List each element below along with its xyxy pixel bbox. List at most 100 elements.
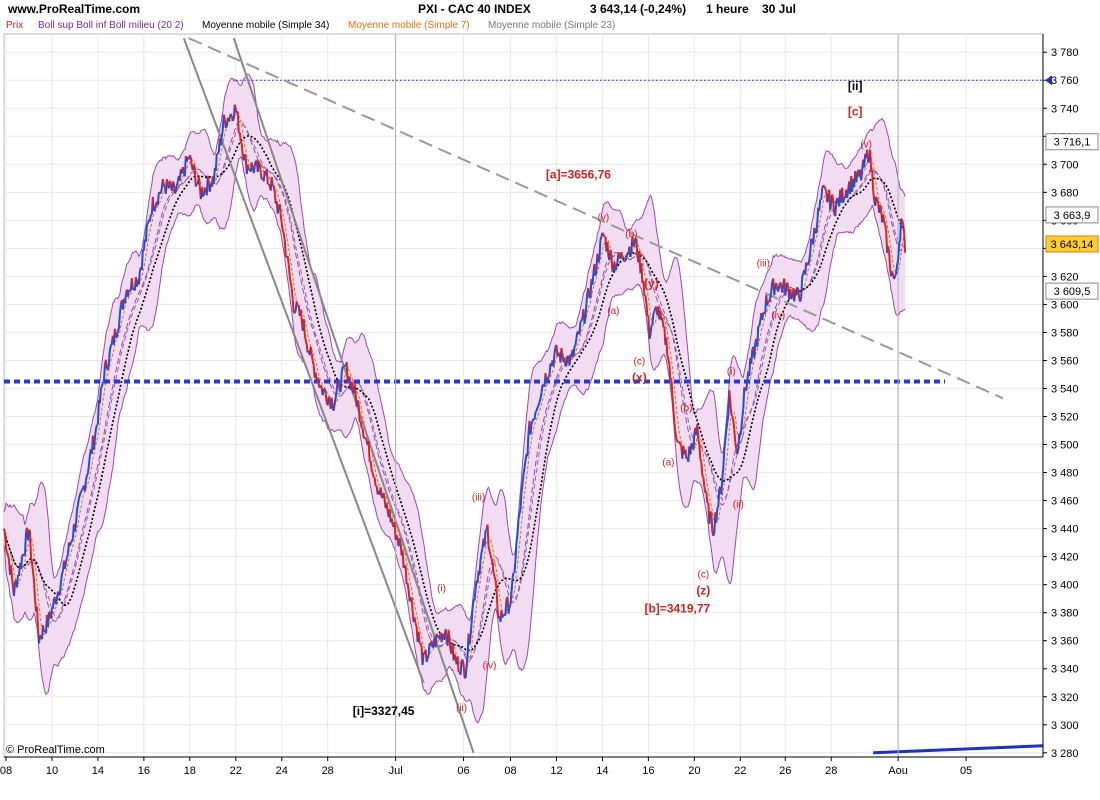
price-segment	[444, 628, 448, 638]
price-segment	[869, 149, 873, 172]
price-segment	[469, 623, 473, 637]
wave-label: (iv)	[483, 661, 497, 672]
price-segment	[898, 240, 902, 244]
price-segment	[522, 467, 526, 475]
price-segment	[897, 242, 901, 261]
price-segment	[447, 629, 451, 641]
price-segment	[28, 530, 32, 557]
price-segment	[547, 374, 551, 378]
price-segment	[666, 355, 670, 360]
wave-label: [i]=3327,45	[353, 704, 415, 718]
legend-price[interactable]: Prix	[6, 20, 24, 31]
price-segment	[419, 642, 423, 647]
price-segment	[480, 547, 484, 553]
price-segment	[807, 260, 811, 266]
price-segment	[903, 232, 907, 253]
price-segment	[23, 532, 27, 555]
price-segment	[829, 202, 833, 211]
x-tick-label: 22	[230, 765, 242, 777]
price-segment	[5, 548, 8, 553]
x-tick-label: 22	[734, 765, 746, 777]
price-segment	[647, 315, 651, 340]
price-segment	[796, 286, 800, 290]
price-segment	[842, 198, 846, 203]
legend-sma7[interactable]: Moyenne mobile (Simple 7)	[348, 20, 470, 31]
price-segment	[417, 631, 421, 644]
price-segment	[515, 534, 519, 543]
price-segment	[470, 608, 474, 624]
x-tick-label: 16	[642, 765, 654, 777]
price-segment	[15, 574, 19, 588]
price-segment	[734, 442, 738, 450]
wave-label: [a]=3656,76	[546, 167, 611, 181]
price-segment	[385, 502, 389, 511]
price-segment	[153, 205, 157, 210]
price-segment	[146, 223, 149, 226]
price-segment	[156, 192, 160, 206]
price-segment	[243, 153, 247, 158]
price-segment	[661, 317, 665, 328]
price-segment	[591, 273, 595, 286]
price-segment	[316, 377, 320, 384]
legend-sma34[interactable]: Moyenne mobile (Simple 34)	[202, 20, 330, 31]
y-tick-label: 3 520	[1051, 412, 1079, 424]
price-segment	[517, 513, 521, 520]
price-segment	[361, 428, 365, 438]
price-segment	[471, 599, 475, 609]
price-segment	[649, 325, 653, 336]
price-segment	[901, 219, 905, 225]
price-segment	[253, 160, 257, 166]
legend-sma23[interactable]: Moyenne mobile (Simple 23)	[488, 20, 616, 31]
price-segment	[709, 510, 712, 514]
price-segment	[511, 572, 515, 579]
price-segment	[896, 259, 900, 266]
price-segment	[83, 480, 87, 492]
price-segment	[836, 197, 839, 200]
price-segment	[80, 489, 83, 493]
price-segment	[206, 175, 210, 184]
price-segment	[813, 227, 817, 232]
price-segment	[781, 283, 785, 293]
price-segment	[584, 303, 588, 319]
price-segment	[521, 474, 525, 485]
chart-date: 30 Jul	[762, 2, 797, 16]
price-segment	[26, 529, 30, 541]
y-tick-label: 3 340	[1051, 664, 1079, 676]
price-segment	[151, 197, 155, 212]
price-segment	[327, 396, 331, 400]
y-tick-label: 3 360	[1051, 636, 1079, 648]
price-segment	[346, 379, 350, 383]
wave-label: (a)	[607, 306, 619, 317]
y-tick-label: 3 620	[1051, 271, 1079, 283]
price-segment	[404, 565, 408, 585]
price-segment	[342, 364, 346, 368]
price-segment	[648, 335, 652, 340]
price-segment	[553, 346, 557, 354]
price-segment	[620, 252, 624, 260]
legend-bollinger[interactable]: Boll sup Boll inf Boll milieu (20 2)	[38, 20, 184, 31]
price-segment	[84, 475, 88, 481]
price-segment	[725, 422, 729, 431]
price-segment	[100, 381, 104, 387]
price-segment	[153, 208, 156, 212]
x-tick-label: 08	[504, 765, 516, 777]
y-tick-label: 3 500	[1051, 440, 1079, 452]
price-segment	[810, 238, 813, 241]
price-segment	[310, 354, 314, 362]
price-segment	[278, 204, 282, 215]
sma23-line	[3, 123, 906, 658]
price-segment	[140, 249, 144, 270]
price-segment	[516, 518, 520, 535]
price-segment	[238, 132, 242, 142]
price-segment	[270, 176, 274, 187]
price-segment	[598, 240, 602, 259]
site-name[interactable]: www.ProRealTime.com	[8, 2, 141, 16]
price-segment	[258, 164, 262, 173]
price-segment	[602, 234, 606, 238]
price-segment	[665, 337, 669, 356]
price-segment	[408, 597, 412, 602]
price-segment	[672, 409, 676, 422]
price-segment	[148, 214, 152, 222]
y-tick-label: 3 480	[1051, 468, 1079, 480]
